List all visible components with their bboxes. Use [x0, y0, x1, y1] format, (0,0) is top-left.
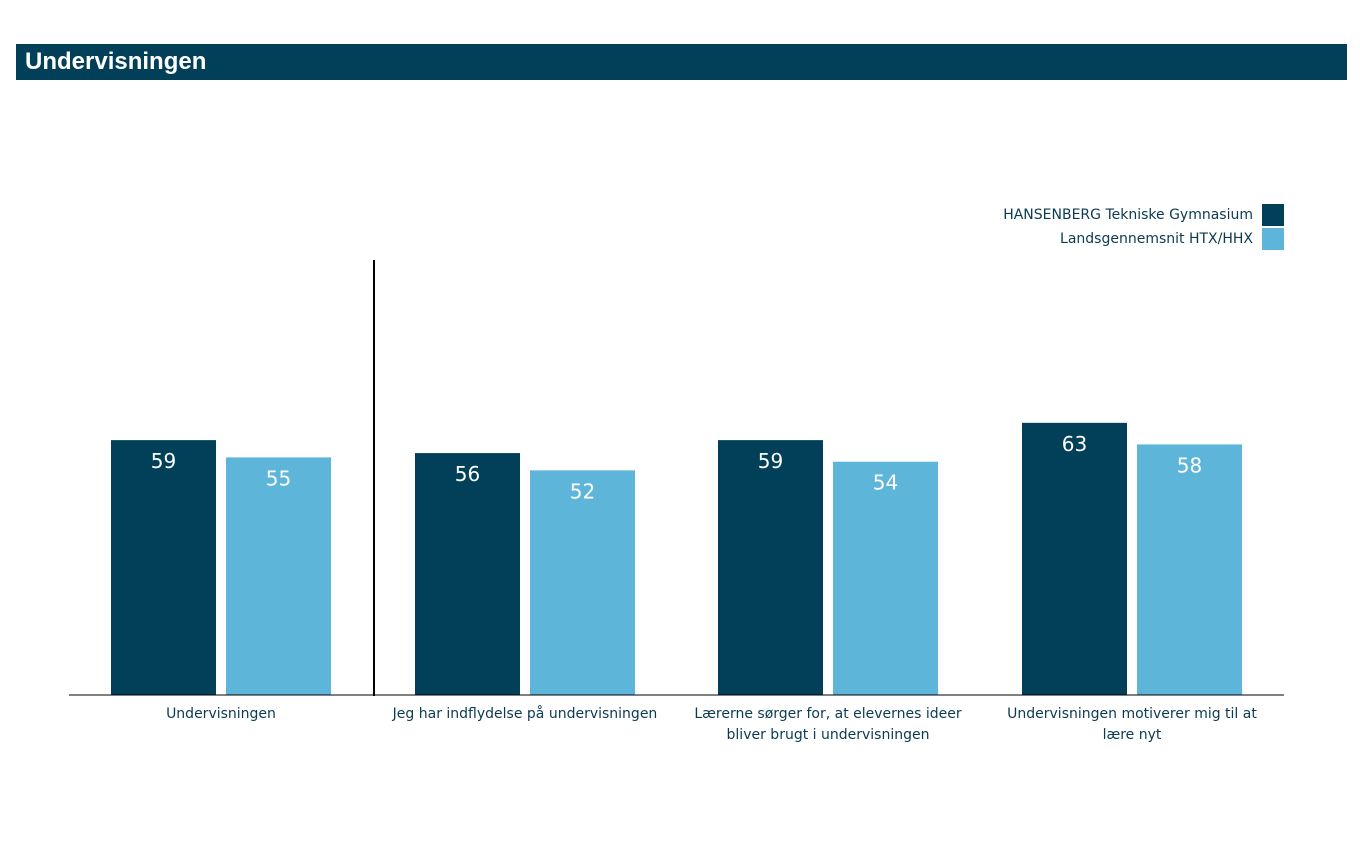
legend: HANSENBERG Tekniske Gymnasium Landsgenne… [1003, 204, 1284, 252]
bar-value-label: 58 [1177, 453, 1202, 477]
bar-landsgennemsnit [833, 461, 938, 695]
x-tick-label: Undervisningen [166, 706, 276, 722]
bar-hansenberg [111, 440, 216, 695]
legend-label: Landsgennemsnit HTX/HHX [1060, 231, 1253, 247]
bar-value-label: 59 [151, 449, 176, 473]
bar-value-label: 63 [1062, 432, 1087, 456]
bar-value-label: 54 [873, 471, 898, 495]
legend-item-hansenberg: HANSENBERG Tekniske Gymnasium [1003, 204, 1284, 226]
bar-landsgennemsnit [226, 457, 331, 695]
x-tick-label: Jeg har indflydelse på undervisningen [392, 705, 658, 722]
x-tick-label: lære nyt [1103, 727, 1162, 743]
title-bar: Undervisningen [16, 44, 1347, 80]
bar-value-label: 55 [266, 466, 291, 490]
bar-landsgennemsnit [1137, 444, 1242, 695]
x-tick-label: bliver brugt i undervisningen [727, 727, 930, 743]
bar-value-label: 52 [570, 479, 595, 503]
bar-landsgennemsnit [530, 470, 635, 695]
x-tick-label: Undervisningen motiverer mig til at [1007, 706, 1257, 722]
legend-label: HANSENBERG Tekniske Gymnasium [1003, 207, 1253, 223]
legend-swatch [1262, 228, 1284, 250]
bar-hansenberg [718, 440, 823, 695]
bar-hansenberg [415, 453, 520, 695]
page-title: Undervisningen [25, 48, 207, 75]
x-tick-label: Lærerne sørger for, at elevernes ideer [694, 706, 962, 722]
bar-hansenberg [1022, 422, 1127, 695]
bar-value-label: 59 [758, 449, 783, 473]
bar-value-label: 56 [455, 462, 480, 486]
legend-item-landsgennemsnit: Landsgennemsnit HTX/HHX [1003, 228, 1284, 250]
legend-swatch [1262, 204, 1284, 226]
